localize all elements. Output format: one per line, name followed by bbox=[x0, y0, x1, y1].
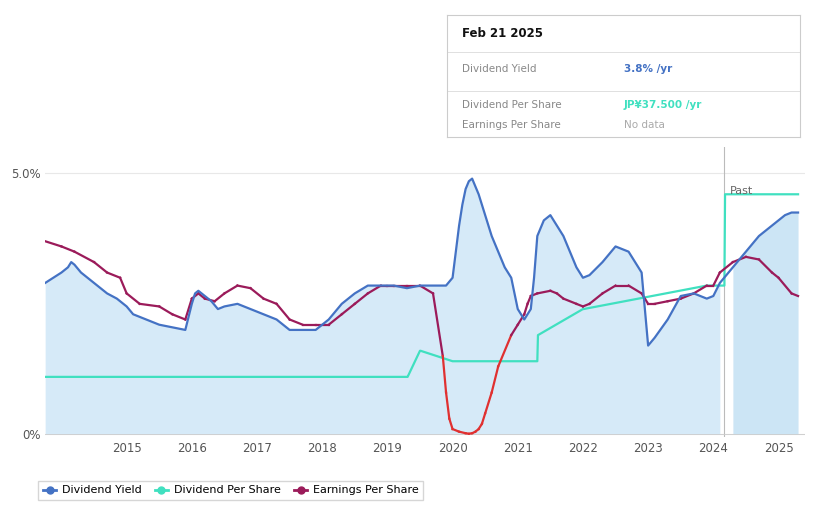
Text: 3.8% /yr: 3.8% /yr bbox=[624, 64, 672, 74]
Legend: Dividend Yield, Dividend Per Share, Earnings Per Share: Dividend Yield, Dividend Per Share, Earn… bbox=[39, 481, 423, 500]
Text: Dividend Yield: Dividend Yield bbox=[461, 64, 536, 74]
Text: JP¥37.500 /yr: JP¥37.500 /yr bbox=[624, 101, 702, 110]
Text: Past: Past bbox=[730, 186, 753, 197]
Text: Earnings Per Share: Earnings Per Share bbox=[461, 120, 560, 130]
Text: Feb 21 2025: Feb 21 2025 bbox=[461, 27, 543, 40]
Text: No data: No data bbox=[624, 120, 665, 130]
Text: Dividend Per Share: Dividend Per Share bbox=[461, 101, 562, 110]
